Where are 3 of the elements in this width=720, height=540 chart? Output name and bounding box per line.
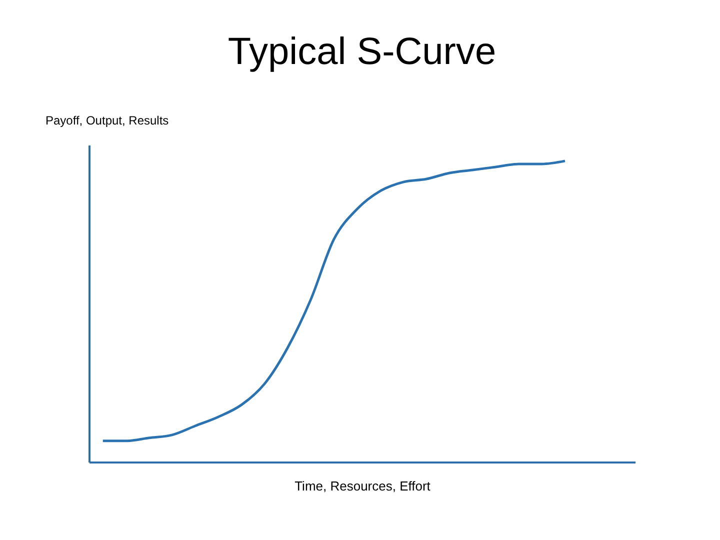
x-axis-title: Time, Resources, Effort	[294, 478, 431, 494]
y-axis-title: Payoff, Output, Results	[46, 114, 169, 128]
chart-title: Typical S-Curve	[228, 31, 496, 73]
